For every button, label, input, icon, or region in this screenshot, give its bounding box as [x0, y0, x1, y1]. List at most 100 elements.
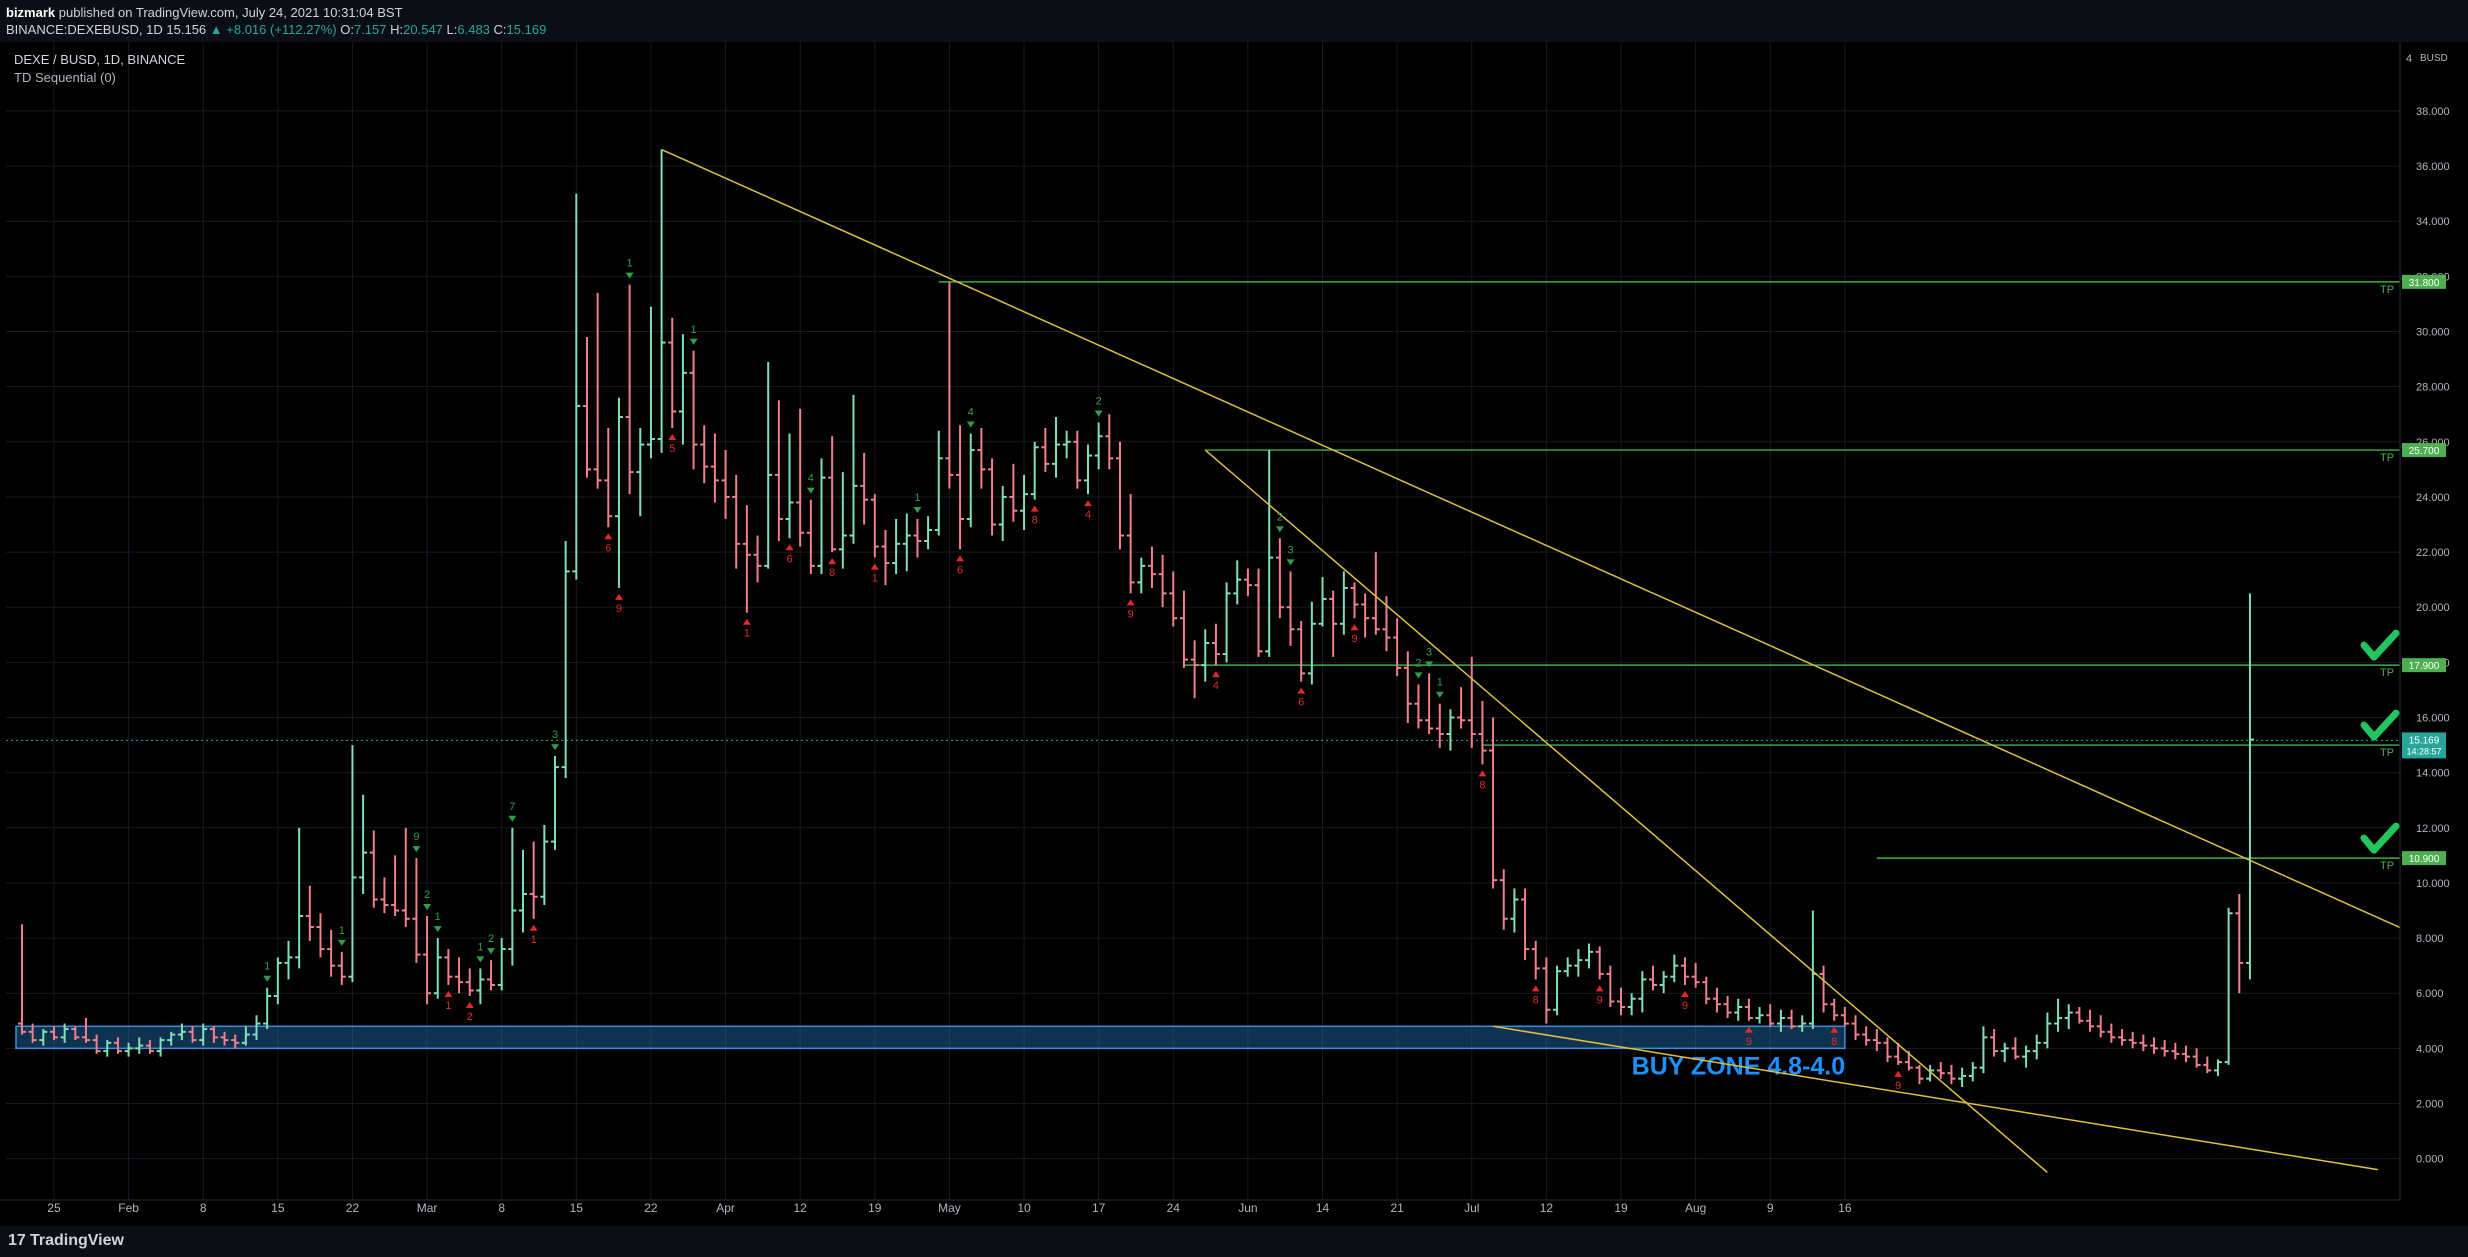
ohlc-bar: [1414, 684, 1423, 729]
tp-tag: TP: [2380, 860, 2394, 872]
td-down-arrow-icon: [487, 948, 496, 955]
td-count-label: 6: [605, 542, 611, 554]
price-axis[interactable]: 0.000 2.000 4.000 6.000 8.000 10.000 12.000 14.…: [2406, 53, 2450, 1166]
td-count-label: 2: [1415, 657, 1421, 669]
trendlines[interactable]: [661, 148, 2468, 1173]
price-axis-labels: 31.80025.70017.90015.00010.90015.16914:2…: [2402, 274, 2446, 866]
time-axis[interactable]: 25 Feb 8 15 22 Mar 8 15 22 Apr 12 19 May 10 17 24 Jun 14 2…: [47, 1201, 1852, 1215]
td-down-arrow-icon: [551, 744, 559, 751]
price-tick-label: 24.000: [2416, 492, 2450, 504]
ohlc-bar: [1041, 428, 1050, 473]
ohlc-bar: [678, 334, 687, 445]
ohlc-bar: [2160, 1040, 2169, 1057]
checkmarks: [2360, 629, 2400, 854]
symbol-name[interactable]: BINANCE:DEXEBUSD, 1D: [6, 22, 163, 37]
time-tick-label: 19: [868, 1201, 882, 1215]
ohlc-bar: [828, 436, 837, 553]
ohlc-bar: [60, 1023, 69, 1043]
ohlc-bar: [1052, 416, 1061, 478]
author-name[interactable]: bizmark: [6, 5, 56, 20]
publish-info: published on TradingView.com, July 24, 2…: [58, 5, 403, 20]
td-up-arrow-icon: [465, 1001, 474, 1008]
ohlc-bar: [1531, 940, 1540, 980]
td-count-label: 1: [691, 324, 697, 336]
td-up-arrow-icon: [1211, 671, 1220, 678]
td-count-label: 4: [1213, 680, 1219, 692]
ohlc-bar: [892, 518, 901, 575]
tp-axis-label: 25.700: [2409, 446, 2440, 457]
ohlc-bar: [614, 397, 623, 588]
td-count-label: 9: [1895, 1080, 1901, 1092]
price-tick-label: 30.000: [2416, 327, 2450, 339]
ohlc-bar: [1446, 709, 1455, 751]
ohlc-bar: [838, 472, 847, 569]
time-tick-label: Feb: [118, 1201, 139, 1215]
ohlc-bar: [177, 1023, 186, 1041]
ohlc-bar: [444, 949, 453, 985]
chart-legend-title: DEXE / BUSD, 1D, BINANCE: [14, 52, 186, 67]
ohlc-bar: [1286, 571, 1295, 646]
tp-axis-label-bg: [2402, 274, 2446, 289]
td-up-arrow-icon: [1478, 770, 1487, 777]
td-up-arrow-icon: [828, 558, 837, 565]
time-tick-label: 22: [346, 1201, 360, 1215]
price-tick-label: 6.000: [2416, 988, 2444, 1000]
ohlc-bar: [1201, 629, 1210, 682]
td-count-label: 8: [1533, 994, 1539, 1006]
ohlc-bar: [849, 394, 858, 544]
ohlc-bar: [551, 756, 559, 850]
ohlc-bar: [774, 400, 783, 542]
td-count-label: 9: [616, 603, 622, 615]
td-count-label: 9: [1682, 1000, 1688, 1012]
buy-zone-box: [15, 1025, 1846, 1050]
ohlc-bar: [956, 425, 965, 550]
td-count-label: 6: [786, 553, 792, 565]
ohlc-bar: [636, 428, 645, 517]
ohlc-bar: [1467, 656, 1476, 748]
tradingview-logo[interactable]: 17 TradingView: [8, 1232, 124, 1250]
ohlc-bar: [806, 499, 815, 575]
ohlc-bar: [1798, 1015, 1807, 1032]
ohlc-bar: [742, 505, 751, 613]
ohlc-bar: [1297, 621, 1306, 682]
ohlc-bar: [1457, 687, 1466, 729]
td-count-label: 2: [424, 889, 430, 901]
ohlc-bar: [2192, 1048, 2201, 1068]
ohlc-bar: [1830, 998, 1839, 1021]
td-count-label: 5: [669, 443, 675, 455]
td-count-label: 8: [829, 567, 835, 579]
check-icon: [2360, 822, 2400, 854]
td-count-label: 2: [1277, 511, 1283, 523]
ohlc-bar: [380, 877, 389, 914]
td-up-arrow-icon: [956, 555, 965, 562]
td-up-arrow-icon: [1744, 1026, 1753, 1033]
td-count-label: 3: [1287, 544, 1293, 556]
ohlc-bar: [2235, 893, 2244, 994]
ohlc-bar: [1851, 1015, 1860, 1041]
check-icon: [2360, 629, 2400, 661]
ohlc-bar: [1979, 1026, 1988, 1074]
ohlc-bar: [913, 518, 922, 558]
last-price-axis-label: 15.169: [2409, 735, 2440, 746]
tp-tag: TP: [2380, 667, 2394, 679]
ohlc-bar: [156, 1037, 165, 1057]
time-tick-label: 10: [1017, 1201, 1031, 1215]
ohlc-bar: [401, 827, 410, 928]
td-up-arrow-icon: [604, 533, 613, 540]
trendline: [1204, 449, 2048, 1173]
time-tick-label: 8: [498, 1201, 505, 1215]
ohlc-bar: [1787, 1009, 1796, 1030]
time-tick-label: Mar: [417, 1201, 438, 1215]
td-count-label: 8: [1479, 779, 1485, 791]
ohlc-bar: [2043, 1012, 2052, 1049]
ohlc-bar: [1147, 546, 1156, 588]
ohlc-bar: [988, 458, 997, 536]
tp-axis-label-bg: [2402, 658, 2446, 673]
td-up-arrow-icon: [1126, 599, 1135, 606]
indicator-legend[interactable]: TD Sequential (0): [14, 70, 116, 85]
td-down-arrow-icon: [625, 272, 634, 279]
ohlc-bar: [881, 530, 890, 586]
ohlc-bar: [561, 541, 570, 779]
ohlc-bar: [391, 855, 400, 917]
